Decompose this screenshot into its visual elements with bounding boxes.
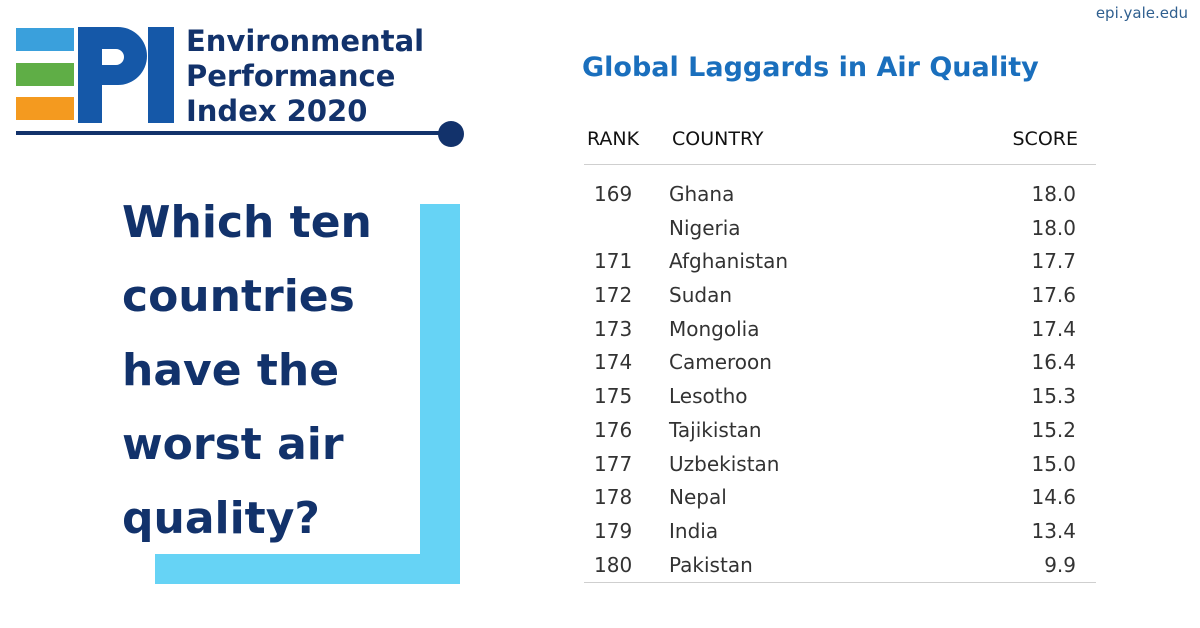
logo-line-2: Performance [186, 59, 396, 93]
table-title: Global Laggards in Air Quality [582, 52, 1039, 83]
score-cell: 15.0 [1031, 451, 1076, 476]
logo-wordmark: Environmental Performance Index 2020 [186, 24, 424, 129]
country-cell: Mongolia [669, 316, 760, 341]
logo-line-1: Environmental [186, 24, 425, 58]
table-row: 171 Afghanistan 17.7 [584, 243, 1096, 277]
score-cell: 18.0 [1031, 215, 1076, 240]
clipped-row [584, 165, 1096, 176]
rank-cell: 176 [594, 417, 633, 442]
country-cell: India [669, 518, 719, 543]
table-row: 175 Lesotho 15.3 [584, 378, 1096, 412]
country-cell: Nepal [669, 485, 727, 510]
table-header: RANK COUNTRY SCORE [584, 124, 1096, 165]
rank-cell: 178 [594, 485, 633, 510]
rank-cell: 179 [594, 518, 633, 543]
country-cell: Ghana [669, 182, 735, 206]
header-score: SCORE [1012, 128, 1079, 150]
score-cell: 17.6 [1031, 283, 1076, 308]
score-cell: 16.4 [1031, 350, 1076, 375]
ranking-table: RANK COUNTRY SCORE 169 Ghana 18.0 Nigeria 18… [584, 124, 1096, 584]
table-row: 176 Tajikistan 15.2 [584, 412, 1096, 446]
header-rank: RANK [587, 128, 640, 150]
table-row: 169 Ghana 18.0 [584, 176, 1096, 210]
table-row: 177 Uzbekistan 15.0 [584, 446, 1096, 480]
rank-cell: 180 [594, 552, 633, 577]
score-cell: 17.4 [1031, 316, 1076, 341]
country-cell: Nigeria [669, 215, 741, 240]
score-cell: 14.6 [1031, 485, 1076, 510]
country-cell: Lesotho [669, 384, 748, 409]
site-url[interactable]: epi.yale.edu [1095, 4, 1188, 22]
table-row: 178 Nepal 14.6 [584, 479, 1096, 513]
logo-green-bar [16, 63, 74, 86]
question-line-4: worst air [122, 419, 344, 470]
table-row: 179 India 13.4 [584, 513, 1096, 547]
logo-orange-bar [16, 97, 74, 120]
country-cell: Pakistan [669, 552, 753, 577]
rank-cell: 171 [594, 249, 633, 274]
rank-cell: 174 [594, 350, 633, 375]
logo-dot [438, 121, 464, 147]
table-row: Nigeria 18.0 [584, 210, 1096, 244]
country-cell: Tajikistan [669, 417, 762, 442]
score-cell: 18.0 [1031, 182, 1076, 206]
rank-cell: 173 [594, 316, 633, 341]
table-bottom-rule [584, 582, 1096, 584]
accent-frame-right [420, 204, 460, 584]
logo-underline [16, 131, 446, 135]
logo-pi-letters [78, 27, 174, 123]
country-cell: Uzbekistan [669, 451, 780, 476]
rank-cell: 177 [594, 451, 633, 476]
header-country: COUNTRY [672, 128, 764, 150]
score-cell: 13.4 [1031, 518, 1076, 543]
table-row: 174 Cameroon 16.4 [584, 344, 1096, 378]
question-heading: Which ten countries have the worst air q… [122, 186, 417, 556]
question-line-2: countries [122, 271, 355, 322]
score-cell: 9.9 [1044, 552, 1076, 577]
table-body: 169 Ghana 18.0 Nigeria 18.0 171 Afghanistan 17.… [584, 176, 1096, 580]
table-row: 180 Pakistan 9.9 [584, 547, 1096, 581]
country-cell: Afghanistan [669, 249, 789, 274]
question-line-5: quality? [122, 493, 320, 544]
country-cell: Sudan [669, 283, 732, 308]
logo-line-3: Index 2020 [186, 94, 368, 128]
rank-cell: 175 [594, 384, 633, 409]
score-cell: 17.7 [1031, 249, 1076, 274]
epi-logo: Environmental Performance Index 2020 [16, 24, 466, 150]
country-cell: Cameroon [669, 350, 772, 375]
question-line-1: Which ten [122, 197, 372, 248]
score-cell: 15.2 [1031, 417, 1076, 442]
table-row: 173 Mongolia 17.4 [584, 311, 1096, 345]
accent-frame-bottom [155, 554, 460, 584]
rank-cell: 172 [594, 283, 633, 308]
logo-blue-bar [16, 28, 74, 51]
rank-cell: 169 [594, 182, 633, 206]
table-row: 172 Sudan 17.6 [584, 277, 1096, 311]
score-cell: 15.3 [1031, 384, 1076, 409]
question-line-3: have the [122, 345, 340, 396]
